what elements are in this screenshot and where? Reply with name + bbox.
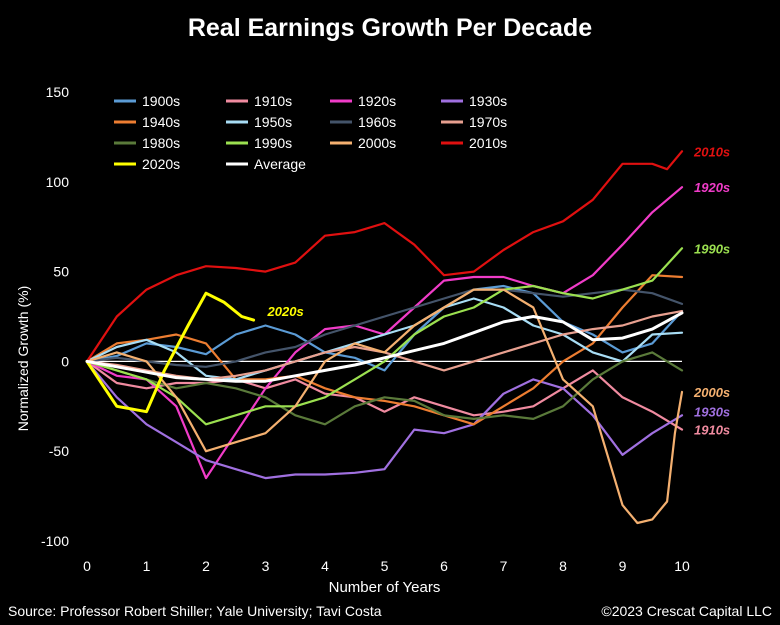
legend-label-2010s: 2010s (469, 135, 507, 151)
x-tick-label: 0 (83, 558, 91, 574)
y-tick-label: 100 (46, 174, 70, 190)
legend-label-1930s: 1930s (469, 93, 507, 109)
y-tick-label: -50 (49, 443, 69, 459)
series-line-1930s (85, 360, 684, 480)
x-tick-label: 3 (262, 558, 270, 574)
x-tick-label: 9 (619, 558, 627, 574)
legend-label-2020s: 2020s (142, 156, 180, 172)
series-line-2010s (85, 150, 684, 363)
legend-label-1920s: 1920s (358, 93, 396, 109)
y-tick-label: 150 (46, 84, 70, 100)
legend-label-1910s: 1910s (254, 93, 292, 109)
x-tick-label: 1 (143, 558, 151, 574)
series-line-1990s (85, 247, 684, 426)
y-tick-label: 0 (61, 353, 69, 369)
end-label-1930s: 1930s (694, 405, 730, 420)
end-label-2000s: 2000s (693, 385, 730, 400)
legend-label-1990s: 1990s (254, 135, 292, 151)
x-tick-label: 8 (559, 558, 567, 574)
end-labels: 2010s 1920s 1990s 2020s 2000s 1930s 1910s (267, 144, 731, 437)
end-label-1990s: 1990s (694, 241, 730, 256)
x-tick-label: 2 (202, 558, 210, 574)
chart-title: Real Earnings Growth Per Decade (187, 14, 593, 42)
legend-label-average: Average (254, 156, 306, 172)
end-label-1910s: 1910s (694, 423, 730, 438)
y-tick-label: -100 (41, 533, 69, 549)
legend-label-1950s: 1950s (254, 114, 292, 130)
axes: -100 -50 0 50 100 150 0 1 2 3 4 5 6 7 8 9 10 Number of Ye… (15, 84, 690, 596)
x-tick-label: 7 (500, 558, 508, 574)
source-note: Source: Professor Robert Shiller; Yale U… (8, 603, 382, 619)
legend-label-1980s: 1980s (142, 135, 180, 151)
legend-label-1900s: 1900s (142, 93, 180, 109)
series-line-1950s (85, 297, 684, 381)
series-line-1980s (85, 351, 684, 426)
series-line-1960s (85, 288, 684, 368)
series-line-1940s (85, 274, 684, 426)
series-line-2000s (85, 288, 684, 525)
end-label-2010s: 2010s (693, 144, 730, 159)
x-tick-label: 5 (381, 558, 389, 574)
series-line-2020s (85, 291, 256, 414)
legend-label-1970s: 1970s (469, 114, 507, 130)
y-axis-title: Normalized Growth (%) (15, 286, 31, 431)
x-tick-label: 4 (321, 558, 329, 574)
legend: 1900s 1910s 1920s 1930s 1940s 1950s 1960s 1970s… (114, 93, 507, 172)
copyright-note: ©2023 Crescat Capital LLC (601, 603, 772, 619)
series-line-average (85, 311, 684, 383)
legend-label-1960s: 1960s (358, 114, 396, 130)
y-tick-label: 50 (53, 264, 69, 280)
x-tick-label: 10 (674, 558, 690, 574)
legend-label-2000s: 2000s (358, 135, 396, 151)
x-axis-title: Number of Years (329, 579, 441, 596)
end-label-1920s: 1920s (694, 180, 730, 195)
legend-label-1940s: 1940s (142, 114, 180, 130)
series-line-1910s (85, 360, 684, 431)
x-tick-label: 6 (440, 558, 448, 574)
end-label-2020s: 2020s (267, 304, 304, 319)
series-line-1920s (85, 186, 684, 480)
series-lines (85, 150, 684, 525)
